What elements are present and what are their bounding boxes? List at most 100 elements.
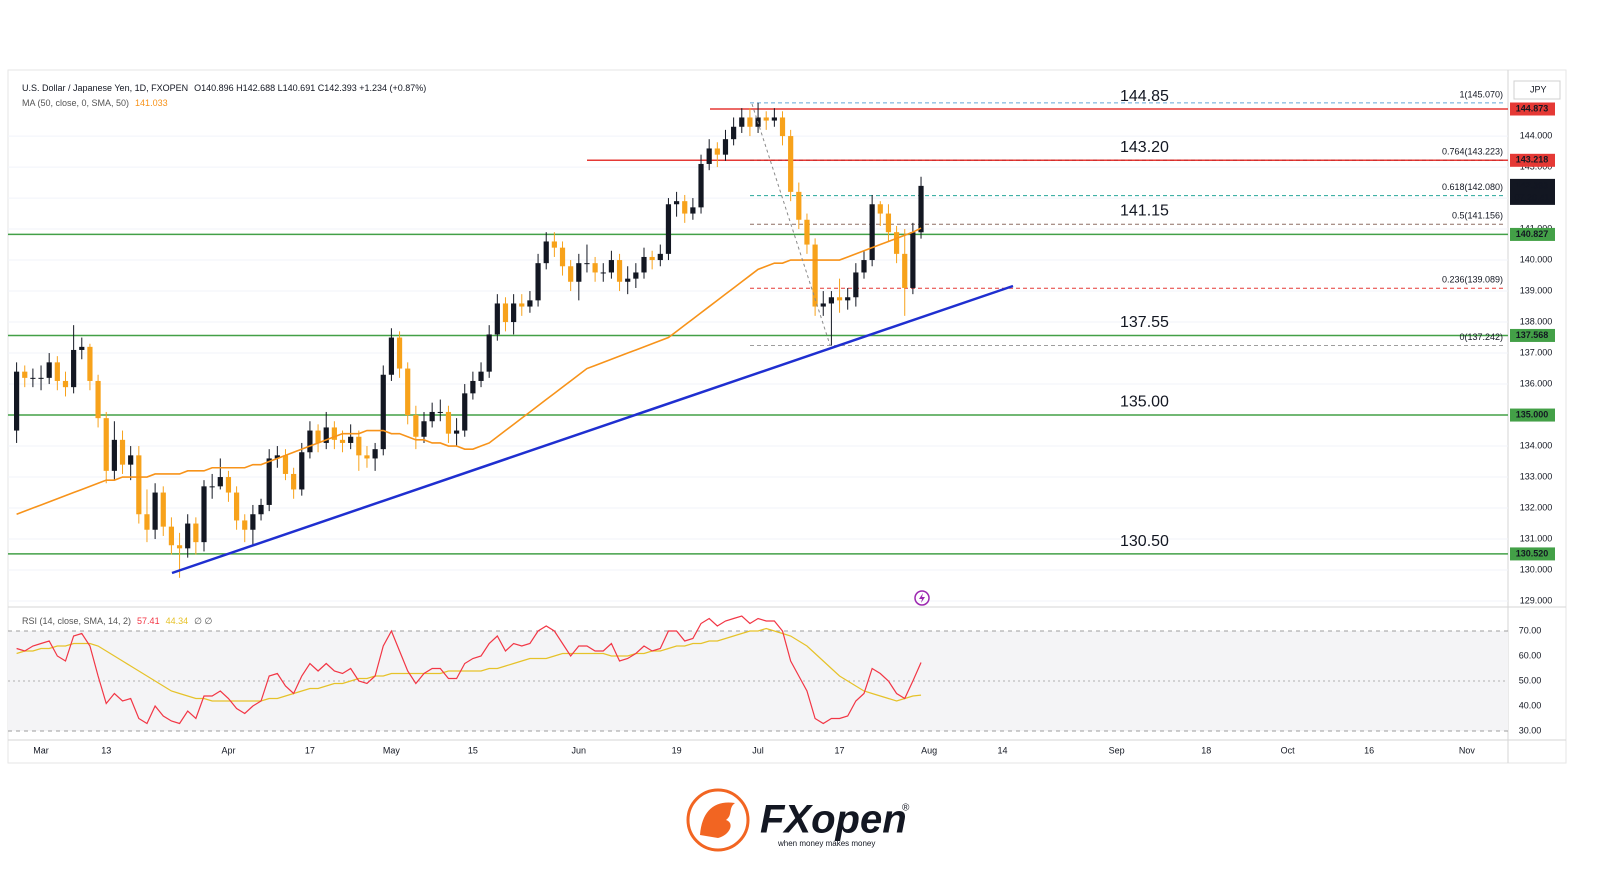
y-tick-label: 129.000 bbox=[1520, 595, 1553, 605]
candle-body bbox=[714, 148, 720, 155]
candle-body bbox=[519, 303, 525, 307]
rsi-tick-label: 70.00 bbox=[1519, 625, 1542, 635]
level-label: 143.218 bbox=[1516, 155, 1549, 165]
candle-body bbox=[339, 439, 346, 443]
candle-body bbox=[543, 241, 549, 264]
candle-body bbox=[380, 374, 386, 450]
candle-body bbox=[160, 492, 166, 527]
level-box bbox=[1510, 328, 1555, 342]
candle-body bbox=[641, 256, 647, 273]
x-tick-label: Nov bbox=[1459, 745, 1476, 755]
candle-body bbox=[144, 514, 150, 530]
candle-body bbox=[747, 117, 753, 127]
candle-body bbox=[902, 253, 908, 288]
fib-label: 1(145.070) bbox=[1459, 89, 1503, 99]
candle-body bbox=[511, 303, 517, 323]
y-tick-label: 130.000 bbox=[1520, 564, 1553, 574]
rsi-value: 57.41 bbox=[137, 616, 160, 626]
level-label: 130.520 bbox=[1516, 548, 1549, 558]
candle-body bbox=[616, 260, 623, 282]
level-annotation: 141.15 bbox=[1120, 203, 1169, 220]
last-price-box bbox=[1510, 178, 1555, 205]
rsi-line bbox=[16, 615, 922, 725]
y-tick-label: 134.000 bbox=[1520, 440, 1553, 450]
level-box bbox=[1510, 408, 1555, 422]
candle-body bbox=[893, 232, 900, 254]
candle-body bbox=[731, 126, 737, 140]
level-box bbox=[1510, 227, 1555, 241]
candle-body bbox=[478, 371, 484, 381]
rsi-sma-line bbox=[16, 627, 922, 702]
logo: FXopen ® when money makes money bbox=[686, 788, 910, 852]
candle-body bbox=[274, 455, 280, 459]
candle-body bbox=[242, 520, 248, 530]
candle-body bbox=[796, 191, 802, 220]
candle-body bbox=[722, 139, 729, 155]
y-tick-label: 138.000 bbox=[1520, 316, 1553, 326]
candle-body bbox=[673, 201, 680, 205]
x-tick-label: Jun bbox=[572, 745, 587, 755]
candle-body bbox=[79, 346, 85, 350]
candle-body bbox=[71, 349, 77, 388]
candle-body bbox=[502, 303, 509, 323]
level-label: 140.827 bbox=[1516, 229, 1549, 239]
x-tick-label: 17 bbox=[305, 745, 315, 755]
rsi-extra: ∅ ∅ bbox=[194, 616, 212, 626]
candle-body bbox=[176, 545, 183, 549]
candle-body bbox=[217, 477, 223, 487]
candle-body bbox=[429, 411, 435, 422]
candle-body bbox=[266, 458, 272, 505]
candle-body bbox=[462, 393, 468, 431]
fib-label: 0(137.242) bbox=[1459, 332, 1503, 342]
candle-body bbox=[168, 526, 175, 546]
candle-body bbox=[348, 436, 354, 443]
level-annotation: 144.85 bbox=[1120, 88, 1169, 105]
candle-body bbox=[421, 421, 427, 437]
candle-body bbox=[559, 247, 566, 267]
x-tick-label: Sep bbox=[1109, 745, 1125, 755]
x-tick-label: May bbox=[383, 745, 401, 755]
candle-body bbox=[828, 297, 834, 304]
fib-label: 0.236(139.089) bbox=[1442, 275, 1503, 285]
candle-body bbox=[201, 486, 207, 543]
rsi-title: RSI (14, close, SMA, 14, 2) bbox=[22, 616, 131, 626]
rsi-tick-label: 40.00 bbox=[1519, 700, 1542, 710]
level-annotation: 137.55 bbox=[1120, 314, 1169, 331]
candle-body bbox=[307, 430, 313, 453]
ohlc-text: O140.896 H142.688 L140.691 C142.393 +1.2… bbox=[194, 83, 426, 93]
candle-body bbox=[282, 455, 289, 474]
candle-body bbox=[600, 272, 606, 274]
x-tick-label: 19 bbox=[672, 745, 682, 755]
candle-body bbox=[396, 337, 403, 369]
y-tick-label: 140.000 bbox=[1520, 254, 1553, 264]
candle-body bbox=[706, 148, 712, 164]
candle-body bbox=[698, 163, 704, 208]
candle-body bbox=[291, 473, 297, 490]
candle-body bbox=[494, 303, 500, 335]
candle-body bbox=[470, 380, 476, 394]
candle-body bbox=[608, 260, 615, 273]
candle-body bbox=[633, 272, 639, 279]
candle-body bbox=[910, 232, 916, 288]
x-tick-label: 15 bbox=[468, 745, 478, 755]
y-tick-label: 131.000 bbox=[1520, 533, 1553, 543]
candle-body bbox=[54, 362, 60, 381]
candle-body bbox=[885, 213, 892, 233]
candle-body bbox=[861, 260, 867, 273]
level-box bbox=[1510, 547, 1555, 561]
candle-body bbox=[486, 334, 492, 372]
last-price-label: 142.393 bbox=[1516, 180, 1549, 190]
candle-body bbox=[918, 185, 924, 233]
candle-body bbox=[103, 418, 109, 471]
candle-body bbox=[62, 380, 69, 388]
ma-legend: MA (50, close, 0, SMA, 50) 141.033 bbox=[22, 98, 168, 108]
candle-body bbox=[812, 244, 818, 307]
fib-diagonal bbox=[751, 103, 831, 346]
candle-body bbox=[437, 411, 443, 413]
candle-body bbox=[551, 241, 557, 248]
x-tick-label: 13 bbox=[101, 745, 111, 755]
y-tick-label: 139.000 bbox=[1520, 285, 1553, 295]
candle-body bbox=[323, 427, 329, 443]
currency-box bbox=[1513, 80, 1561, 100]
